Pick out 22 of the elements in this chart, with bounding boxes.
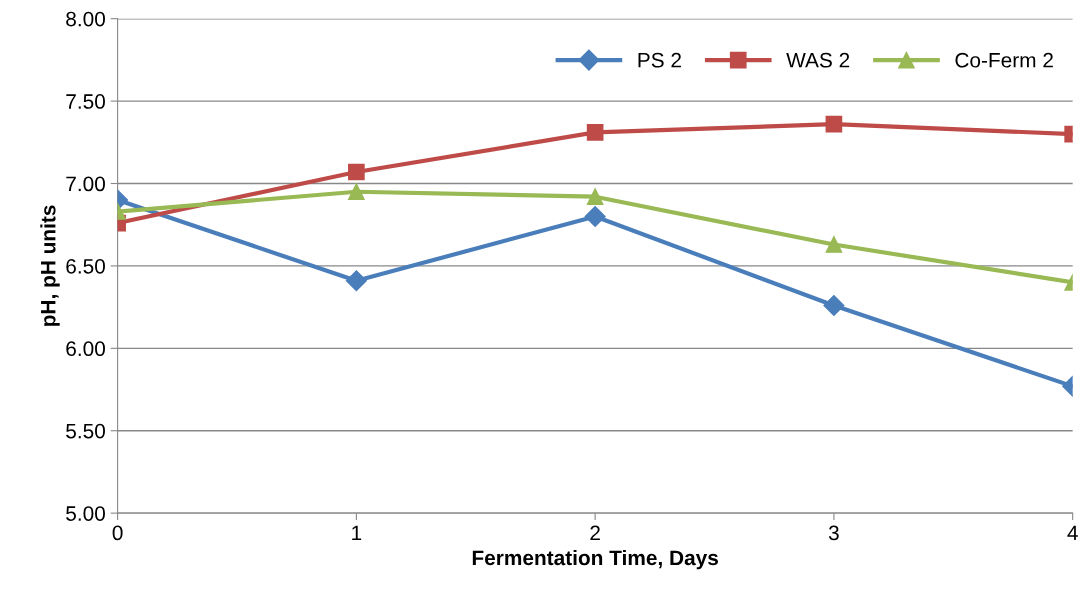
x-tick-label: 0 xyxy=(112,525,123,541)
y-axis-title: pH, pH units xyxy=(40,205,60,326)
legend-label: Co-Ferm 2 xyxy=(955,52,1053,68)
y-tick-label: 6.00 xyxy=(66,341,105,357)
point xyxy=(348,163,365,181)
y-tick-label: 5.50 xyxy=(66,423,105,439)
legend-label: PS 2 xyxy=(638,52,681,68)
x-tick-label: 1 xyxy=(352,525,362,541)
y-tick-label: 5.00 xyxy=(66,506,105,521)
point xyxy=(584,205,606,227)
x-tick-label: 2 xyxy=(590,525,600,541)
x-tick-label: 3 xyxy=(828,525,839,541)
point xyxy=(586,124,604,141)
point xyxy=(348,183,365,201)
point xyxy=(586,188,604,206)
x-axis-title: Fermentation Time, Days xyxy=(472,549,718,570)
legend-label: WAS 2 xyxy=(786,52,850,68)
y-tick-label: 7.00 xyxy=(66,176,105,192)
x-tick-label: 4 xyxy=(1067,525,1078,541)
y-tick-label: 8.00 xyxy=(66,11,105,27)
y-tick-label: 7.50 xyxy=(66,94,105,109)
y-tick-label: 6.50 xyxy=(66,258,105,274)
